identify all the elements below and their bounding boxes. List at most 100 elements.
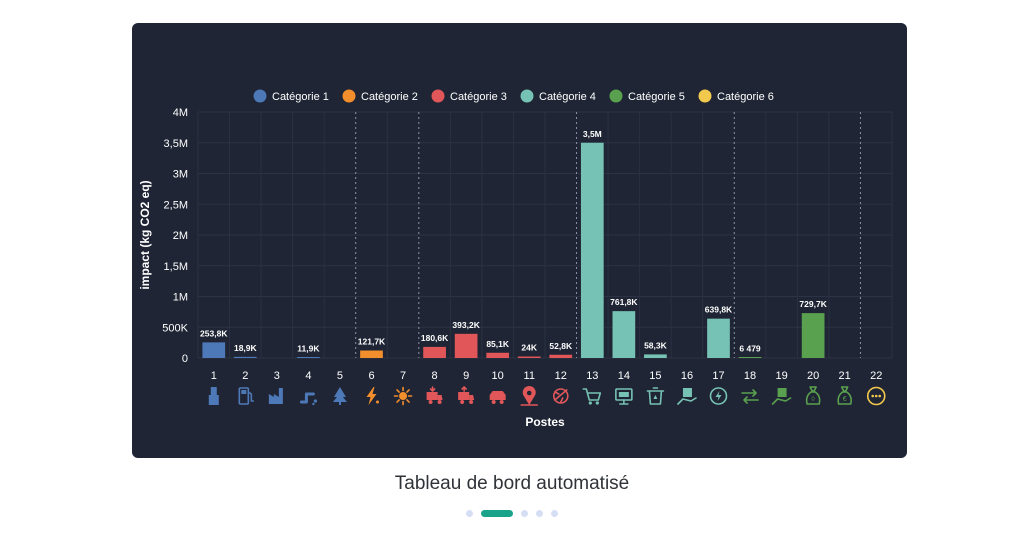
legend-label: Catégorie 1 <box>272 91 329 103</box>
legend-label: Catégorie 4 <box>539 91 596 103</box>
chart-card: Catégorie 1 Catégorie 2 Catégorie 3 Catégor… <box>132 23 907 458</box>
bar-poste-14[interactable] <box>612 311 636 358</box>
building-icon <box>208 387 219 405</box>
bar-poste-6[interactable] <box>360 350 383 358</box>
euro-bag-icon: € <box>837 386 852 405</box>
commute-car-icon <box>489 391 506 404</box>
y-tick-label: 0 <box>182 353 188 365</box>
bar-value-label: 11,9K <box>297 343 320 353</box>
bar-value-label: 3,5M <box>583 129 602 139</box>
y-tick-label: 3M <box>173 169 188 181</box>
bar-value-label: 121,7K <box>358 337 386 347</box>
bar-value-label: 18,9K <box>234 343 258 353</box>
carousel-pagination <box>0 509 1024 517</box>
emissions-bar-chart: Catégorie 1 Catégorie 2 Catégorie 3 Catégor… <box>138 89 893 429</box>
business-travel-icon <box>552 388 569 404</box>
legend-swatch <box>520 89 534 103</box>
carousel-dot-2[interactable] <box>481 509 513 517</box>
x-axis-title: Postes <box>525 415 565 429</box>
carousel-dot-5[interactable] <box>551 509 558 517</box>
x-tick-label: 2 <box>242 370 248 382</box>
carousel-dot-1[interactable] <box>466 509 473 517</box>
legend-label: Catégorie 3 <box>450 91 507 103</box>
x-tick-label: 6 <box>368 370 374 382</box>
power-cycle-icon <box>709 387 728 405</box>
bar-value-label: 761,8K <box>610 297 638 307</box>
bar-poste-10[interactable] <box>486 352 510 358</box>
x-tick-label: 14 <box>618 370 630 382</box>
y-tick-label: 500K <box>162 322 188 334</box>
bar-poste-12[interactable] <box>549 354 573 358</box>
location-pin-icon <box>520 386 539 406</box>
carousel-dot-4[interactable] <box>536 509 543 517</box>
legend-swatch <box>342 89 356 103</box>
x-tick-label: 3 <box>274 370 280 382</box>
legend-item-6[interactable]: Catégorie 6 <box>698 89 774 104</box>
x-tick-label: 21 <box>839 370 851 382</box>
x-tick-label: 9 <box>463 370 469 382</box>
bag-symbol: ◊ <box>811 396 815 403</box>
bar-value-label: 85,1K <box>486 339 510 349</box>
truck-in-icon <box>426 386 443 404</box>
legend-swatch <box>609 89 623 103</box>
x-tick-label: 15 <box>649 370 661 382</box>
bar-poste-20[interactable] <box>801 313 825 358</box>
legend-item-4[interactable]: Catégorie 4 <box>520 89 596 104</box>
legend-swatch <box>253 89 267 103</box>
y-tick-label: 4M <box>173 107 188 119</box>
legend-label: Catégorie 6 <box>717 91 774 103</box>
y-tick-label: 2,5M <box>164 199 188 211</box>
bag-symbol: € <box>843 396 847 403</box>
bar-poste-1[interactable] <box>202 342 226 358</box>
truck-out-icon <box>458 386 475 404</box>
bar-poste-17[interactable] <box>707 318 730 358</box>
trash-recycle-icon <box>646 387 665 405</box>
bar-value-label: 52,8K <box>549 341 573 351</box>
bar-value-label: 393,2K <box>452 320 480 330</box>
x-tick-label: 5 <box>337 370 343 382</box>
bar-poste-13[interactable] <box>580 142 604 358</box>
x-tick-label: 16 <box>681 370 693 382</box>
bar-poste-8[interactable] <box>423 346 446 358</box>
bar-poste-18[interactable] <box>738 357 762 358</box>
y-tick-label: 2M <box>173 230 188 242</box>
bar-poste-2[interactable] <box>233 356 257 358</box>
x-tick-label: 12 <box>555 370 567 382</box>
bar-value-label: 639,8K <box>705 305 733 315</box>
more-dots-icon <box>866 386 886 406</box>
legend-label: Catégorie 2 <box>361 91 418 103</box>
legend-label: Catégorie 5 <box>628 91 685 103</box>
bar-value-label: 729,7K <box>799 299 827 309</box>
y-tick-label: 1,5M <box>164 261 188 273</box>
x-tick-label: 22 <box>870 370 882 382</box>
pipe-leak-icon <box>299 392 318 406</box>
money-bag-icon: ◊ <box>805 386 821 405</box>
bar-value-label: 6 479 <box>739 344 761 354</box>
x-tick-label: 8 <box>432 370 438 382</box>
lightning-icon <box>366 387 379 405</box>
fuel-pump-icon <box>238 387 255 405</box>
slide-caption: Tableau de bord automatisé <box>394 473 630 494</box>
legend-item-5[interactable]: Catégorie 5 <box>609 89 685 104</box>
hand-box-icon <box>771 388 792 405</box>
bar-poste-9[interactable] <box>454 333 478 358</box>
x-tick-label: 11 <box>524 370 535 382</box>
bar-poste-15[interactable] <box>644 354 667 358</box>
legend-item-3[interactable]: Catégorie 3 <box>431 89 507 104</box>
legend-item-2[interactable]: Catégorie 2 <box>342 89 418 104</box>
y-tick-label: 3,5M <box>164 138 188 150</box>
bar-poste-11[interactable] <box>517 356 541 358</box>
legend-item-1[interactable]: Catégorie 1 <box>253 89 329 104</box>
legend-swatch <box>431 89 445 103</box>
y-tick-label: 1M <box>173 292 188 304</box>
bar-value-label: 58,3K <box>644 340 668 350</box>
bar-value-label: 253,8K <box>200 328 228 338</box>
bar-value-label: 180,6K <box>421 333 449 343</box>
x-tick-label: 10 <box>492 370 504 382</box>
bar-poste-4[interactable] <box>297 357 320 358</box>
x-tick-label: 17 <box>712 370 724 382</box>
hand-building-icon <box>677 388 697 405</box>
carousel-dot-3[interactable] <box>521 509 528 517</box>
x-tick-label: 7 <box>400 370 406 382</box>
legend-swatch <box>698 89 712 103</box>
